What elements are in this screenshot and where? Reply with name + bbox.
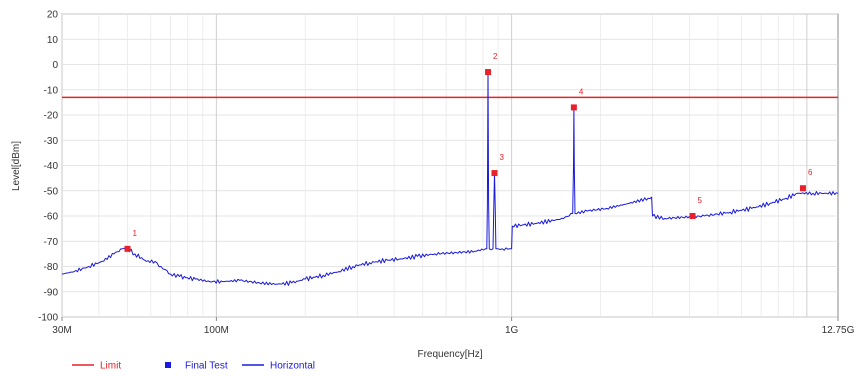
final-test-marker xyxy=(124,245,131,252)
y-tick-label: -30 xyxy=(44,136,59,147)
final-test-marker-label: 4 xyxy=(579,87,584,96)
series-layer xyxy=(61,69,839,286)
final-test-marker-label: 3 xyxy=(499,153,504,162)
legend: Limit Final Test Horizontal xyxy=(72,361,315,372)
final-test-marker-label: 2 xyxy=(493,52,498,61)
final-test-marker xyxy=(799,185,806,192)
x-axis-ticks: 30M 100M 1G 12.75G xyxy=(52,317,855,336)
x-tick-label: 30M xyxy=(52,325,71,336)
y-tick-label: 20 xyxy=(47,10,59,21)
legend-marker-swatch xyxy=(165,362,171,368)
y-axis-ticks: 20 10 0 -10 -20 -30 -40 -50 -60 -70 -80 -90 -100 xyxy=(38,10,58,324)
final-test-marker xyxy=(689,213,696,219)
y-tick-label: -90 xyxy=(44,287,59,298)
y-tick-label: -80 xyxy=(44,262,59,273)
final-test-marker xyxy=(491,170,498,177)
legend-label: Horizontal xyxy=(270,361,315,372)
y-tick-label: -40 xyxy=(44,161,59,172)
y-axis-title: Level[dBm] xyxy=(11,141,22,191)
legend-label: Final Test xyxy=(185,361,228,372)
y-tick-label: -10 xyxy=(44,85,59,96)
y-tick-label: 0 xyxy=(52,60,58,71)
x-axis-title: Frequency[Hz] xyxy=(417,349,482,360)
y-tick-label: -70 xyxy=(44,237,59,248)
final-test-marker-label: 6 xyxy=(808,168,813,177)
final-test-markers: 1 2 3 4 5 6 xyxy=(124,52,813,252)
y-tick-label: -50 xyxy=(44,186,59,197)
final-test-marker xyxy=(570,104,577,111)
y-tick-label: 10 xyxy=(47,35,59,46)
y-tick-label: -60 xyxy=(44,212,59,223)
final-test-marker-label: 1 xyxy=(132,229,137,238)
y-tick-label: -20 xyxy=(44,111,59,122)
y-tick-label: -100 xyxy=(38,313,58,324)
series-line-horizontal xyxy=(61,69,839,286)
grid xyxy=(61,13,838,318)
x-tick-label: 12.75G xyxy=(822,325,855,336)
final-test-marker-label: 5 xyxy=(698,196,703,205)
final-test-marker xyxy=(485,69,492,76)
legend-label: Limit xyxy=(100,361,121,372)
x-tick-label: 1G xyxy=(505,325,519,336)
x-tick-label: 100M xyxy=(204,325,229,336)
